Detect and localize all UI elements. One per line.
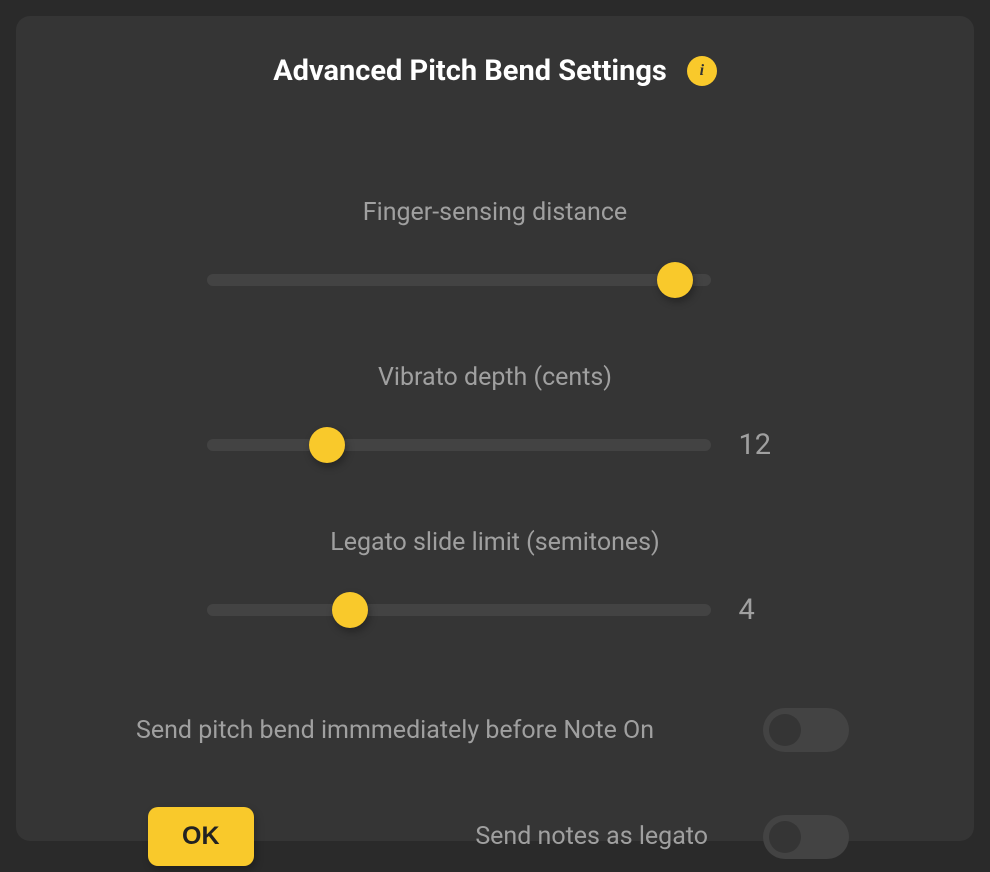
toggle-knob <box>769 714 801 746</box>
legato-slide-value: 4 <box>739 593 784 627</box>
legato-slide-row: 4 <box>66 592 924 628</box>
pitch-bend-before-note-row: Send pitch bend immmediately before Note… <box>66 708 924 752</box>
slider-thumb[interactable] <box>332 592 368 628</box>
vibrato-depth-label: Vibrato depth (cents) <box>66 363 924 392</box>
info-icon[interactable]: i <box>687 56 717 86</box>
vibrato-depth-value: 12 <box>739 428 784 462</box>
legato-slide-slider[interactable] <box>207 592 711 628</box>
legato-slide-section: Legato slide limit (semitones) 4 <box>66 528 924 628</box>
pitch-bend-before-note-label: Send pitch bend immmediately before Note… <box>136 716 654 745</box>
slider-track <box>207 274 711 286</box>
legato-toggle-group: Send notes as legato <box>475 815 849 859</box>
pitch-bend-before-note-toggle[interactable] <box>763 708 849 752</box>
vibrato-depth-section: Vibrato depth (cents) 12 <box>66 363 924 463</box>
notes-as-legato-toggle[interactable] <box>763 815 849 859</box>
vibrato-depth-slider[interactable] <box>207 427 711 463</box>
slider-track <box>207 439 711 451</box>
panel-title: Advanced Pitch Bend Settings <box>273 54 667 88</box>
finger-sensing-label: Finger-sensing distance <box>66 198 924 227</box>
finger-sensing-slider[interactable] <box>207 262 711 298</box>
ok-button[interactable]: OK <box>148 807 254 866</box>
toggle-knob <box>769 821 801 853</box>
finger-sensing-row <box>66 262 924 298</box>
legato-slide-label: Legato slide limit (semitones) <box>66 528 924 557</box>
slider-thumb[interactable] <box>657 262 693 298</box>
settings-panel: Advanced Pitch Bend Settings i Finger-se… <box>16 16 974 841</box>
notes-as-legato-label: Send notes as legato <box>475 822 708 851</box>
slider-track <box>207 604 711 616</box>
slider-thumb[interactable] <box>309 427 345 463</box>
finger-sensing-section: Finger-sensing distance <box>66 198 924 298</box>
bottom-row: OK Send notes as legato <box>66 807 924 866</box>
panel-header: Advanced Pitch Bend Settings i <box>66 54 924 88</box>
vibrato-depth-row: 12 <box>66 427 924 463</box>
